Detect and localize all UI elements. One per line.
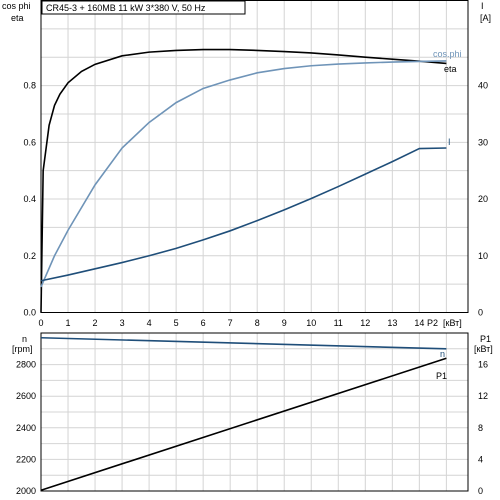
x-tick-label-10: 10 (306, 318, 316, 328)
top-left-axis-label-2: eta (11, 13, 24, 23)
top-left-tick-0: 0.0 (23, 308, 36, 318)
top-left-tick-3: 0.6 (23, 137, 36, 147)
bottom-left-tick-1: 2200 (16, 454, 36, 464)
series-line-P1 (40, 357, 447, 491)
top-ticks: 0 1 2 3 4 5 6 7 8 9 10 11 12 13 140.00.20.40.60.801020… (23, 81, 488, 328)
x-tick-label-12: 12 (360, 318, 370, 328)
top-series (40, 48, 447, 313)
x-tick-label-9: 9 (282, 318, 287, 328)
chart-title: CR45-3 + 160MB 11 kW 3*380 V, 50 Hz (46, 3, 206, 13)
series-label-n: n (440, 349, 445, 359)
series-line-cos-phi (40, 60, 447, 288)
x-tick-label-1: 1 (66, 318, 71, 328)
bottom-ticks: 2000 2200 2400 2600 2800 0 4 8 12 16 (16, 360, 488, 496)
series-line-n (40, 336, 447, 350)
top-left-tick-1: 0.2 (23, 251, 36, 261)
top-chart: 0 1 2 3 4 5 6 7 8 9 10 11 12 13 140.00.20.40.60.801020… (2, 0, 491, 328)
bottom-left-tick-0: 2000 (16, 486, 36, 496)
x-tick-label-3: 3 (120, 318, 125, 328)
series-line-I (40, 147, 447, 282)
x-tick-label-8: 8 (255, 318, 260, 328)
bottom-right-axis-label-2: [кВт] (474, 344, 493, 354)
x-tick-label-13: 13 (387, 318, 397, 328)
series-label-eta: eta (444, 64, 457, 74)
x-tick-label-4: 4 (147, 318, 152, 328)
x-tick-label-14: 14 (414, 318, 424, 328)
x-tick-label-6: 6 (201, 318, 206, 328)
bottom-right-tick-3: 12 (478, 391, 488, 401)
series-label-cos-phi: cos.phi (433, 49, 462, 59)
bottom-series (40, 336, 447, 491)
top-right-tick-3: 30 (478, 137, 488, 147)
top-left-tick-2: 0.4 (23, 194, 36, 204)
top-left-axis-label-1: cos phi (2, 1, 31, 11)
bottom-left-tick-3: 2600 (16, 391, 36, 401)
top-grid (41, 0, 468, 313)
x-axis-unit: [кВт] (443, 318, 462, 328)
chart-title-box (41, 0, 246, 15)
x-tick-label-7: 7 (228, 318, 233, 328)
bottom-left-axis-label-1: n (22, 334, 27, 344)
x-tick-label-11: 11 (334, 318, 343, 328)
bottom-chart: 2000 2200 2400 2600 2800 0 4 8 12 16 n [rpm] P1 [… (12, 332, 493, 496)
series-label-P1: P1 (436, 371, 447, 381)
bottom-left-tick-4: 2800 (16, 360, 36, 370)
bottom-left-axis-label-2: [rpm] (12, 344, 33, 354)
top-right-tick-0: 0 (478, 308, 483, 318)
series-line-eta (40, 48, 447, 313)
bottom-right-tick-0: 0 (478, 486, 483, 496)
top-right-axis-label-2: [A] (480, 13, 491, 23)
top-right-tick-2: 20 (478, 194, 488, 204)
bottom-right-tick-4: 16 (478, 360, 488, 370)
top-plot-frame (40, 0, 469, 313)
top-right-axis-label-1: I (481, 1, 484, 11)
x-axis-label: P2 (427, 318, 438, 328)
bottom-left-tick-2: 2400 (16, 423, 36, 433)
x-tick-label-2: 2 (93, 318, 98, 328)
top-left-tick-4: 0.8 (23, 81, 36, 91)
bottom-right-tick-1: 4 (478, 454, 483, 464)
top-right-tick-4: 40 (478, 81, 488, 91)
series-label-I: I (448, 137, 451, 147)
bottom-grid (41, 333, 468, 491)
bottom-plot-frame (40, 332, 469, 492)
bottom-right-tick-2: 8 (478, 423, 483, 433)
x-tick-label-0: 0 (38, 318, 43, 328)
bottom-right-axis-label-1: P1 (480, 334, 491, 344)
x-tick-label-5: 5 (174, 318, 179, 328)
top-right-tick-1: 10 (478, 251, 488, 261)
